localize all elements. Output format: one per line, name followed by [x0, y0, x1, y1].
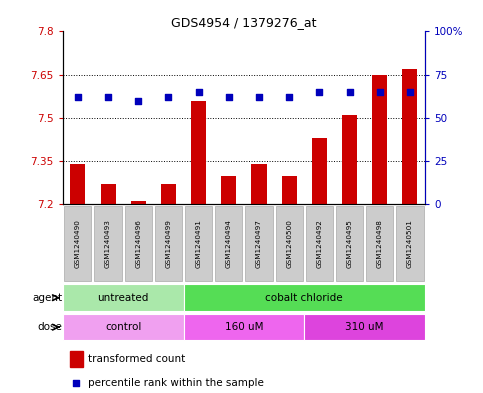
Text: GSM1240495: GSM1240495 — [347, 219, 353, 268]
FancyBboxPatch shape — [63, 285, 184, 311]
Point — [225, 94, 233, 100]
Bar — [372, 75, 387, 204]
Point — [285, 94, 293, 100]
Title: GDS4954 / 1379276_at: GDS4954 / 1379276_at — [171, 16, 317, 29]
Bar — [161, 184, 176, 204]
Text: cobalt chloride: cobalt chloride — [266, 293, 343, 303]
FancyBboxPatch shape — [336, 206, 363, 281]
FancyBboxPatch shape — [215, 206, 242, 281]
Bar — [252, 164, 267, 204]
Bar — [191, 101, 206, 204]
FancyBboxPatch shape — [63, 314, 184, 340]
Point — [134, 97, 142, 104]
FancyBboxPatch shape — [304, 314, 425, 340]
FancyBboxPatch shape — [184, 314, 304, 340]
FancyBboxPatch shape — [306, 206, 333, 281]
FancyBboxPatch shape — [95, 206, 122, 281]
Text: GSM1240499: GSM1240499 — [166, 219, 171, 268]
Bar — [71, 164, 85, 204]
Text: GSM1240493: GSM1240493 — [105, 219, 111, 268]
Text: GSM1240496: GSM1240496 — [135, 219, 141, 268]
Text: GSM1240501: GSM1240501 — [407, 219, 413, 268]
Point — [406, 89, 414, 95]
FancyBboxPatch shape — [366, 206, 393, 281]
Bar — [131, 202, 146, 204]
Bar — [282, 176, 297, 204]
Text: 310 uM: 310 uM — [345, 322, 384, 332]
Text: GSM1240497: GSM1240497 — [256, 219, 262, 268]
Text: 160 uM: 160 uM — [225, 322, 263, 332]
Text: untreated: untreated — [98, 293, 149, 303]
Point — [104, 94, 112, 100]
Bar — [342, 115, 357, 204]
Point — [74, 94, 82, 100]
Text: GSM1240498: GSM1240498 — [377, 219, 383, 268]
Point — [255, 94, 263, 100]
Bar — [312, 138, 327, 204]
Point — [165, 94, 172, 100]
Text: dose: dose — [37, 322, 62, 332]
Text: GSM1240492: GSM1240492 — [316, 219, 322, 268]
FancyBboxPatch shape — [185, 206, 212, 281]
FancyBboxPatch shape — [155, 206, 182, 281]
FancyBboxPatch shape — [276, 206, 303, 281]
Text: control: control — [105, 322, 142, 332]
Point — [72, 380, 80, 386]
Text: GSM1240491: GSM1240491 — [196, 219, 201, 268]
Bar — [402, 69, 417, 204]
FancyBboxPatch shape — [125, 206, 152, 281]
Text: agent: agent — [32, 293, 62, 303]
Text: GSM1240500: GSM1240500 — [286, 219, 292, 268]
Bar — [221, 176, 236, 204]
Text: transformed count: transformed count — [88, 354, 185, 364]
FancyBboxPatch shape — [184, 285, 425, 311]
Point — [376, 89, 384, 95]
Bar — [70, 351, 83, 367]
FancyBboxPatch shape — [64, 206, 91, 281]
Point — [315, 89, 323, 95]
Bar — [100, 184, 115, 204]
Text: percentile rank within the sample: percentile rank within the sample — [88, 378, 264, 387]
Text: GSM1240494: GSM1240494 — [226, 219, 232, 268]
Text: GSM1240490: GSM1240490 — [75, 219, 81, 268]
FancyBboxPatch shape — [397, 206, 424, 281]
Point — [346, 89, 354, 95]
FancyBboxPatch shape — [245, 206, 272, 281]
Point — [195, 89, 202, 95]
